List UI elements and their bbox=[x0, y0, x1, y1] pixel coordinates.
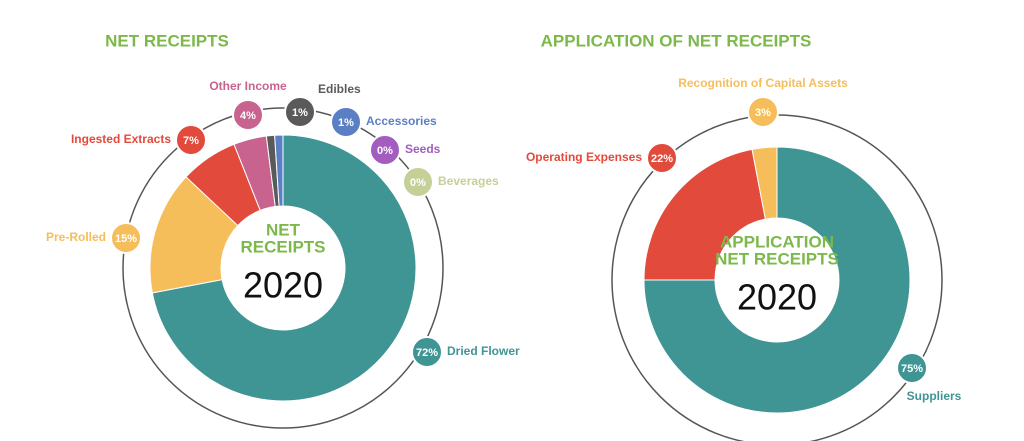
center-title: NET bbox=[266, 220, 301, 239]
percent-label: 72% bbox=[416, 347, 438, 359]
category-label: Dried Flower bbox=[447, 344, 520, 358]
category-label: Other Income bbox=[209, 79, 287, 93]
percent-bubble bbox=[330, 106, 362, 138]
donut-hole bbox=[715, 218, 839, 342]
percent-label: 4% bbox=[240, 110, 256, 122]
percent-bubble bbox=[402, 166, 434, 198]
center-title: NET RECEIPTS bbox=[715, 249, 839, 268]
category-label: Recognition of Capital Assets bbox=[678, 76, 848, 90]
percent-label: 3% bbox=[755, 107, 771, 119]
category-label: Seeds bbox=[405, 142, 441, 156]
percent-bubble bbox=[411, 336, 443, 368]
category-label: Operating Expenses bbox=[526, 150, 642, 164]
percent-bubble bbox=[369, 134, 401, 166]
percent-label: 15% bbox=[115, 233, 137, 245]
chart-title: APPLICATION OF NET RECEIPTS bbox=[541, 31, 812, 50]
percent-label: 0% bbox=[410, 177, 426, 189]
chart-title: NET RECEIPTS bbox=[105, 31, 229, 50]
percent-label: 75% bbox=[901, 363, 923, 375]
percent-bubble bbox=[896, 352, 928, 384]
percent-bubble bbox=[175, 124, 207, 156]
donut-hole bbox=[221, 206, 345, 330]
category-label: Beverages bbox=[438, 174, 499, 188]
percent-label: 1% bbox=[292, 107, 308, 119]
percent-bubble bbox=[284, 96, 316, 128]
percent-bubble bbox=[232, 99, 264, 131]
percent-bubble bbox=[110, 222, 142, 254]
category-label: Ingested Extracts bbox=[71, 132, 171, 146]
center-title: RECEIPTS bbox=[240, 237, 325, 256]
percent-label: 7% bbox=[183, 135, 199, 147]
center-year: 2020 bbox=[243, 265, 323, 306]
category-label: Edibles bbox=[318, 82, 361, 96]
category-label: Pre-Rolled bbox=[46, 230, 106, 244]
percent-bubble bbox=[646, 142, 678, 174]
percent-label: 1% bbox=[338, 117, 354, 129]
center-year: 2020 bbox=[737, 277, 817, 318]
category-label: Accessories bbox=[366, 114, 437, 128]
percent-label: 0% bbox=[377, 145, 393, 157]
category-label: Suppliers bbox=[907, 389, 962, 403]
percent-label: 22% bbox=[651, 153, 673, 165]
percent-bubble bbox=[747, 96, 779, 128]
center-title: APPLICATION bbox=[720, 232, 834, 251]
outer-ring bbox=[122, 107, 444, 429]
